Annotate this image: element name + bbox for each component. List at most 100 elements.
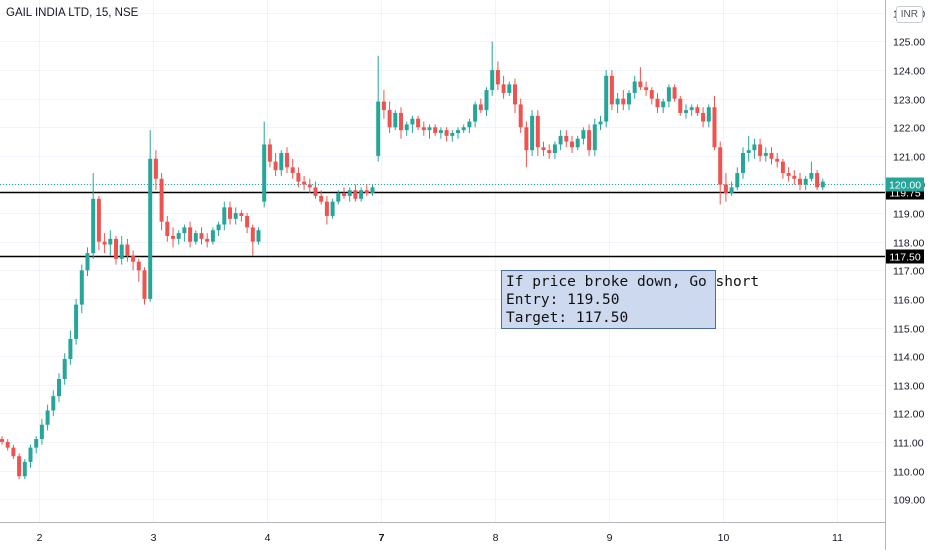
current-price-tag	[886, 177, 924, 192]
candle-body	[148, 158, 153, 299]
candle-body	[444, 130, 449, 136]
candle-body	[102, 241, 107, 245]
candle-body	[210, 230, 215, 242]
candle-body	[119, 244, 124, 259]
candle-body	[666, 87, 671, 102]
candle-body	[165, 221, 170, 236]
candle-body	[530, 115, 535, 151]
candle-body	[524, 127, 529, 151]
candle-body	[28, 447, 33, 462]
candle-body	[564, 135, 569, 142]
candle-body	[581, 130, 586, 139]
candle-body	[609, 75, 614, 105]
candle-body	[655, 98, 660, 108]
candle-body	[803, 178, 808, 185]
candle-body	[780, 161, 785, 174]
candle-body	[689, 107, 694, 111]
candle-body	[809, 173, 814, 179]
candle-body	[159, 178, 164, 222]
candle-body	[558, 135, 563, 145]
candle-body	[285, 153, 289, 168]
candle-body	[627, 92, 631, 105]
candle-body	[672, 87, 677, 99]
candle-body	[228, 207, 232, 219]
y-tick-label: 124.00	[893, 66, 925, 78]
candle-body	[142, 270, 147, 299]
y-tick-label: 116.00	[893, 295, 924, 307]
candle-body	[792, 175, 797, 179]
candle-body	[701, 112, 706, 122]
candle-body	[501, 84, 506, 93]
candle-body	[746, 150, 751, 154]
candle-body	[193, 233, 198, 242]
candle-body	[433, 127, 438, 134]
y-tick-label: 114.00	[893, 352, 924, 364]
candle-body	[250, 227, 255, 242]
candle-body	[438, 130, 443, 134]
candle-body	[125, 244, 130, 256]
candle-body	[741, 153, 745, 174]
candle-body	[216, 224, 221, 231]
candle-body	[153, 158, 158, 179]
candle-body	[678, 98, 683, 113]
candle-body	[575, 138, 580, 148]
note-line: Target: 117.50	[506, 310, 629, 326]
candle-body	[507, 84, 512, 93]
candle-body	[478, 104, 483, 111]
candle-body	[17, 456, 22, 477]
candle-body	[273, 161, 278, 171]
candle-body	[5, 441, 10, 448]
candle-body	[182, 227, 187, 234]
candle-body	[644, 87, 649, 91]
candle-body	[62, 358, 67, 379]
candle-body	[735, 173, 740, 188]
candle-body	[330, 201, 335, 216]
x-tick-label: 11	[832, 532, 843, 544]
candle-body	[188, 227, 193, 242]
trade-note-callout[interactable]: If price broke down, Go short Entry: 119…	[501, 270, 759, 329]
candle-body	[96, 198, 101, 242]
candle-body	[798, 178, 802, 185]
candle-body	[490, 70, 495, 91]
candle-body	[313, 187, 318, 196]
candle-body	[638, 81, 643, 88]
candle-body	[712, 107, 717, 148]
candle-body	[421, 127, 426, 131]
candle-body	[393, 112, 398, 128]
candle-body	[256, 230, 261, 242]
candle-body	[547, 150, 552, 154]
candle-body	[752, 144, 757, 151]
y-tick-label: 110.00	[893, 467, 924, 479]
candle-body	[450, 133, 455, 136]
candle-body	[495, 70, 500, 85]
candle-body	[467, 121, 472, 128]
symbol-title: GAIL INDIA LTD, 15, NSE	[6, 7, 139, 19]
candle-body	[336, 193, 341, 202]
candle-body	[535, 115, 540, 148]
candle-body	[302, 181, 307, 185]
candle-body	[456, 130, 460, 134]
y-tick-label: 109.00	[893, 495, 925, 507]
y-tick-label: 112.00	[893, 409, 924, 421]
candle-body	[176, 233, 181, 239]
y-tick-label: 125.00	[893, 37, 925, 49]
candle-body	[769, 153, 774, 159]
currency-button[interactable]: INR	[895, 6, 923, 23]
candle-body	[775, 158, 780, 162]
candle-body	[684, 110, 688, 113]
candle-body	[114, 238, 118, 259]
x-tick-label: 9	[607, 532, 613, 544]
candle-body	[649, 90, 654, 99]
y-tick-label: 123.00	[893, 95, 925, 107]
level-price-label: 117.50	[889, 252, 920, 264]
x-tick-label: 10	[718, 532, 730, 544]
candle-body	[136, 261, 141, 271]
candle-body	[34, 439, 39, 448]
candle-body	[615, 98, 620, 105]
candle-body	[239, 213, 244, 216]
candle-body	[820, 181, 825, 188]
current-price-label: 120.00	[889, 180, 921, 192]
candle-body	[68, 338, 73, 359]
